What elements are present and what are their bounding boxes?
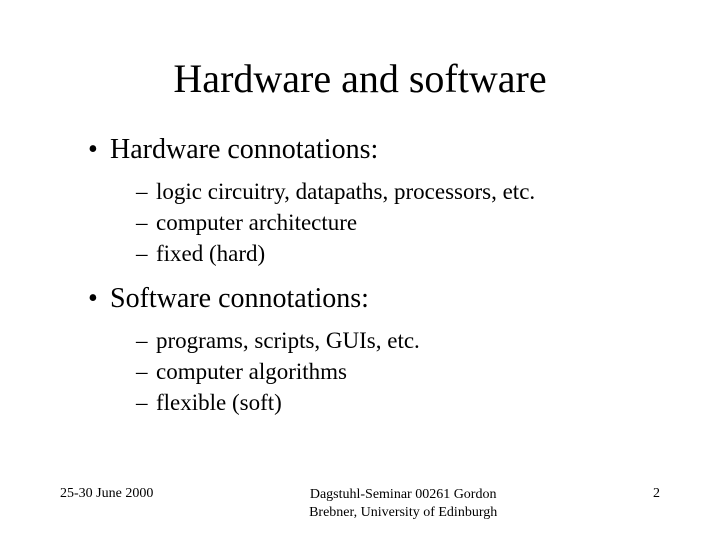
slide-title: Hardware and software xyxy=(60,55,660,102)
sub-item: computer algorithms xyxy=(136,356,660,387)
slide-footer: 25-30 June 2000 Dagstuhl-Seminar 00261 G… xyxy=(0,486,720,522)
footer-attribution: Dagstuhl-Seminar 00261 Gordon Brebner, U… xyxy=(153,486,653,522)
sub-item: programs, scripts, GUIs, etc. xyxy=(136,325,660,356)
bullet-item: Hardware connotations: xyxy=(88,134,660,166)
sub-item: flexible (soft) xyxy=(136,387,660,418)
slide-content: Hardware connotations: logic circuitry, … xyxy=(60,134,660,418)
sub-item: fixed (hard) xyxy=(136,238,660,269)
sub-list: logic circuitry, datapaths, processors, … xyxy=(88,176,660,269)
sub-item: logic circuitry, datapaths, processors, … xyxy=(136,176,660,207)
bullet-text: Hardware connotations: xyxy=(110,134,378,165)
footer-page-number: 2 xyxy=(653,486,660,502)
bullet-item: Software connotations: xyxy=(88,283,660,315)
slide: Hardware and software Hardware connotati… xyxy=(0,0,720,540)
sub-item: computer architecture xyxy=(136,207,660,238)
sub-list: programs, scripts, GUIs, etc. computer a… xyxy=(88,325,660,418)
footer-date: 25-30 June 2000 xyxy=(60,486,153,502)
bullet-text: Software connotations: xyxy=(110,283,369,314)
